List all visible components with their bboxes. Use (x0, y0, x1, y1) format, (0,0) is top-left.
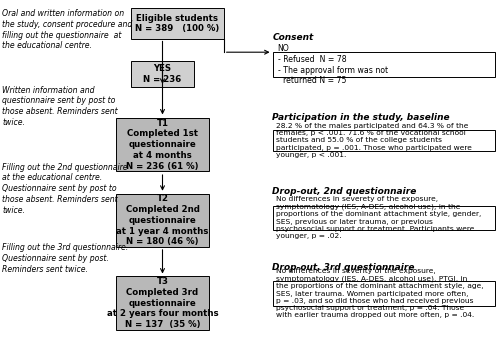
Text: NO
- Refused  N = 78
- The approval form was not
  returned N = 75: NO - Refused N = 78 - The approval form … (278, 44, 388, 85)
Text: Filling out the 3rd questionnaire.
Questionnaire sent by post.
Reminders sent tw: Filling out the 3rd questionnaire. Quest… (2, 243, 129, 274)
FancyBboxPatch shape (116, 276, 209, 330)
FancyBboxPatch shape (131, 61, 194, 87)
FancyBboxPatch shape (272, 206, 495, 230)
Text: T2
Completed 2nd
questionnaire
at 1 year 4 months
N = 180 (46 %): T2 Completed 2nd questionnaire at 1 year… (116, 194, 208, 246)
Text: Oral and written information on
the study, consent procedure and
filling out the: Oral and written information on the stud… (2, 9, 133, 50)
Text: YES
N = 236: YES N = 236 (144, 64, 182, 84)
Text: Consent: Consent (272, 33, 314, 42)
Text: No differences in severity of the exposure,
symptomatology (IES, A-DES, alcohol : No differences in severity of the exposu… (276, 269, 484, 318)
Text: Drop-out, 2nd questionnaire: Drop-out, 2nd questionnaire (272, 187, 417, 196)
FancyBboxPatch shape (131, 8, 224, 39)
Text: T3
Completed 3rd
questionnaire
at 2 years four months
N = 137  (35 %): T3 Completed 3rd questionnaire at 2 year… (106, 277, 218, 329)
FancyBboxPatch shape (272, 281, 495, 306)
Text: Drop-out, 3rd questionnaire: Drop-out, 3rd questionnaire (272, 263, 415, 271)
FancyBboxPatch shape (116, 194, 209, 247)
Text: Written information and
questionnaire sent by post to
those absent. Reminders se: Written information and questionnaire se… (2, 86, 118, 127)
Text: T1
Completed 1st
questionnaire
at 4 months
N = 236 (61 %): T1 Completed 1st questionnaire at 4 mont… (126, 119, 199, 171)
Text: Participation in the study, baseline: Participation in the study, baseline (272, 113, 450, 122)
Text: Eligible students
N = 389   (100 %): Eligible students N = 389 (100 %) (136, 14, 220, 33)
FancyBboxPatch shape (272, 52, 495, 77)
Text: Filling out the 2nd questionnaire
at the educational centre.
Questionnaire sent : Filling out the 2nd questionnaire at the… (2, 163, 128, 215)
FancyBboxPatch shape (116, 118, 209, 171)
Text: 28.2 % of the males participated and 64.3 % of the
females, p < .001. 71.6 % of : 28.2 % of the males participated and 64.… (276, 123, 472, 158)
Text: No differences in severety of the exposure,
symptomatology (IES, A-DES, alcohol : No differences in severety of the exposu… (276, 197, 482, 239)
FancyBboxPatch shape (272, 130, 495, 151)
